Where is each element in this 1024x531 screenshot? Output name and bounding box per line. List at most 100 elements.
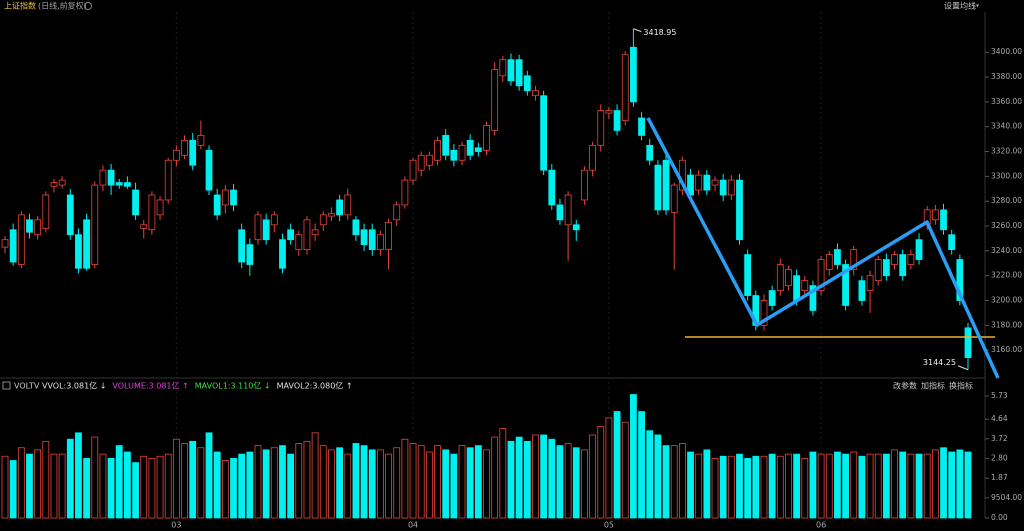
volume-bar (956, 449, 964, 519)
candle-body (866, 275, 874, 291)
x-tick-label: 03 (171, 521, 181, 530)
volume-bar (515, 436, 523, 519)
candle-body (26, 219, 33, 233)
volume-bar (858, 455, 866, 519)
volume-bar (181, 443, 188, 519)
candle-body (931, 209, 939, 221)
candle-body (99, 169, 107, 186)
candle-body (768, 290, 776, 306)
help-icon[interactable] (2, 381, 11, 390)
candle-body (882, 259, 890, 277)
candle-body (499, 59, 507, 77)
indicator-button[interactable]: 换指标 (949, 381, 973, 391)
volume-bar (156, 455, 164, 519)
indicator-value: MAVOL1:3.110亿 ↓ (195, 381, 271, 391)
volume-bar (736, 453, 743, 519)
candle-body (548, 169, 556, 206)
volume-bar (670, 445, 678, 519)
candle-body (75, 234, 82, 269)
volume-bar (491, 436, 499, 519)
settings-icon[interactable] (84, 2, 92, 10)
volume-bar (344, 453, 352, 519)
volume-bar (124, 451, 131, 519)
volume-bar (238, 453, 246, 519)
volume-bar (785, 453, 792, 519)
chart-subtitle: (日线,前复权) (38, 1, 87, 11)
volume-bar (711, 457, 719, 519)
candle-body (377, 234, 384, 251)
volume-bar (91, 436, 99, 519)
candle-body (483, 125, 490, 151)
low-label: 3144.25 (923, 358, 956, 367)
volume-bar (246, 451, 254, 519)
candle-body (393, 204, 401, 221)
candle-body (736, 179, 743, 241)
y-tick-label: 9504.00 (991, 493, 1022, 502)
volume-bar (605, 417, 613, 519)
volume-bar (262, 449, 270, 519)
candle-body (319, 214, 327, 226)
candle-body (344, 194, 352, 216)
volume-bar (213, 451, 221, 519)
candle-body (1, 239, 9, 248)
volume-bar (132, 462, 139, 519)
candle-body (809, 285, 817, 311)
volume-bar (703, 449, 711, 519)
y-tick-label: 0.00 (991, 513, 1008, 522)
candle-body (687, 174, 694, 196)
volume-bar (385, 453, 392, 519)
volume-bar (279, 445, 286, 519)
y-tick-label: 3320.00 (991, 147, 1022, 156)
candle-body (670, 184, 678, 213)
y-tick-label: 3340.00 (991, 122, 1022, 131)
volume-bar (597, 426, 605, 519)
y-tick-label: 1.87 (991, 473, 1008, 482)
candle-body (442, 135, 450, 156)
y-tick-label: 5.73 (991, 391, 1008, 400)
volume-bar (621, 421, 629, 519)
y-tick-label: 3.72 (991, 434, 1008, 443)
volume-bar (328, 449, 335, 519)
volume-bar (409, 443, 417, 519)
volume-title: VOLTV (14, 382, 40, 391)
volume-bar (352, 443, 360, 519)
candle-body (172, 149, 180, 161)
volume-bar (499, 428, 507, 519)
indicator-button[interactable]: 改参数 (893, 381, 917, 391)
dropdown-arrow: ▾ (976, 3, 979, 10)
volume-bar (425, 451, 433, 519)
volume-bar (197, 447, 205, 519)
volume-bar (646, 430, 654, 519)
volume-bar (834, 451, 841, 519)
candle-body (523, 75, 531, 92)
volume-bar (801, 457, 809, 519)
volume-bar (613, 411, 621, 519)
x-tick-label: 05 (604, 521, 614, 530)
candle-body (262, 219, 270, 241)
candle-body (727, 179, 735, 196)
candle-body (695, 174, 703, 191)
candle-body (205, 149, 213, 191)
volume-bar (752, 455, 760, 519)
volume-bar (34, 449, 42, 519)
candle-body (66, 194, 74, 236)
chart-title: 上证指数 (4, 1, 36, 11)
settings-button[interactable]: 设置均线 (944, 1, 976, 11)
drawing-overlay (646, 117, 1000, 379)
candle-body (572, 224, 580, 231)
y-tick-label: 3200.00 (991, 296, 1022, 305)
candle-body (230, 189, 237, 206)
low-pointer (957, 365, 969, 371)
volume-bar (115, 445, 123, 519)
candle-body (597, 110, 605, 146)
candle-body (793, 275, 801, 301)
indicator-button[interactable]: 加指标 (921, 381, 945, 391)
candle-body (287, 229, 295, 241)
volume-bar (507, 440, 515, 519)
volume-bar (466, 447, 474, 519)
volume-bar (581, 449, 588, 519)
volume-bar (230, 457, 237, 519)
indicator-value: MAVOL2:3.080亿 ↑ (277, 381, 353, 391)
candle-body (719, 179, 727, 196)
candle-body (17, 214, 25, 265)
